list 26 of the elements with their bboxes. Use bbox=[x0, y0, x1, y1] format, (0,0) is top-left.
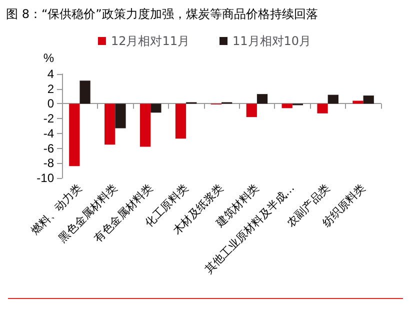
bar bbox=[328, 94, 338, 104]
bar bbox=[246, 104, 257, 118]
bar bbox=[317, 104, 328, 114]
legend-label: 11月相对10月 bbox=[232, 34, 312, 48]
legend-label: 12月相对11月 bbox=[110, 34, 190, 48]
bar bbox=[363, 96, 374, 104]
y-tick-label: -10 bbox=[36, 171, 54, 185]
bar bbox=[256, 94, 268, 104]
y-tick-label: 4 bbox=[47, 67, 54, 81]
bar bbox=[140, 104, 151, 147]
y-tick-label: 0 bbox=[47, 96, 54, 111]
y-tick-label: -6 bbox=[43, 141, 54, 156]
y-tick-label: -8 bbox=[43, 156, 54, 170]
y-tick-label: -4 bbox=[43, 126, 54, 140]
bar bbox=[69, 104, 80, 166]
y-tick-label: -2 bbox=[43, 112, 54, 126]
bar bbox=[104, 104, 116, 145]
bar bbox=[115, 104, 126, 128]
y-axis-title: % bbox=[43, 51, 54, 65]
chart-title: 图 8：“保供稳价”政策力度加强，煤炭等商品价格持续回落 bbox=[6, 6, 318, 23]
y-tick-label: 2 bbox=[47, 82, 54, 96]
bar bbox=[175, 104, 186, 139]
bar bbox=[80, 80, 90, 104]
bar bbox=[352, 100, 364, 104]
bar bbox=[150, 104, 162, 113]
bar bbox=[282, 104, 292, 108]
